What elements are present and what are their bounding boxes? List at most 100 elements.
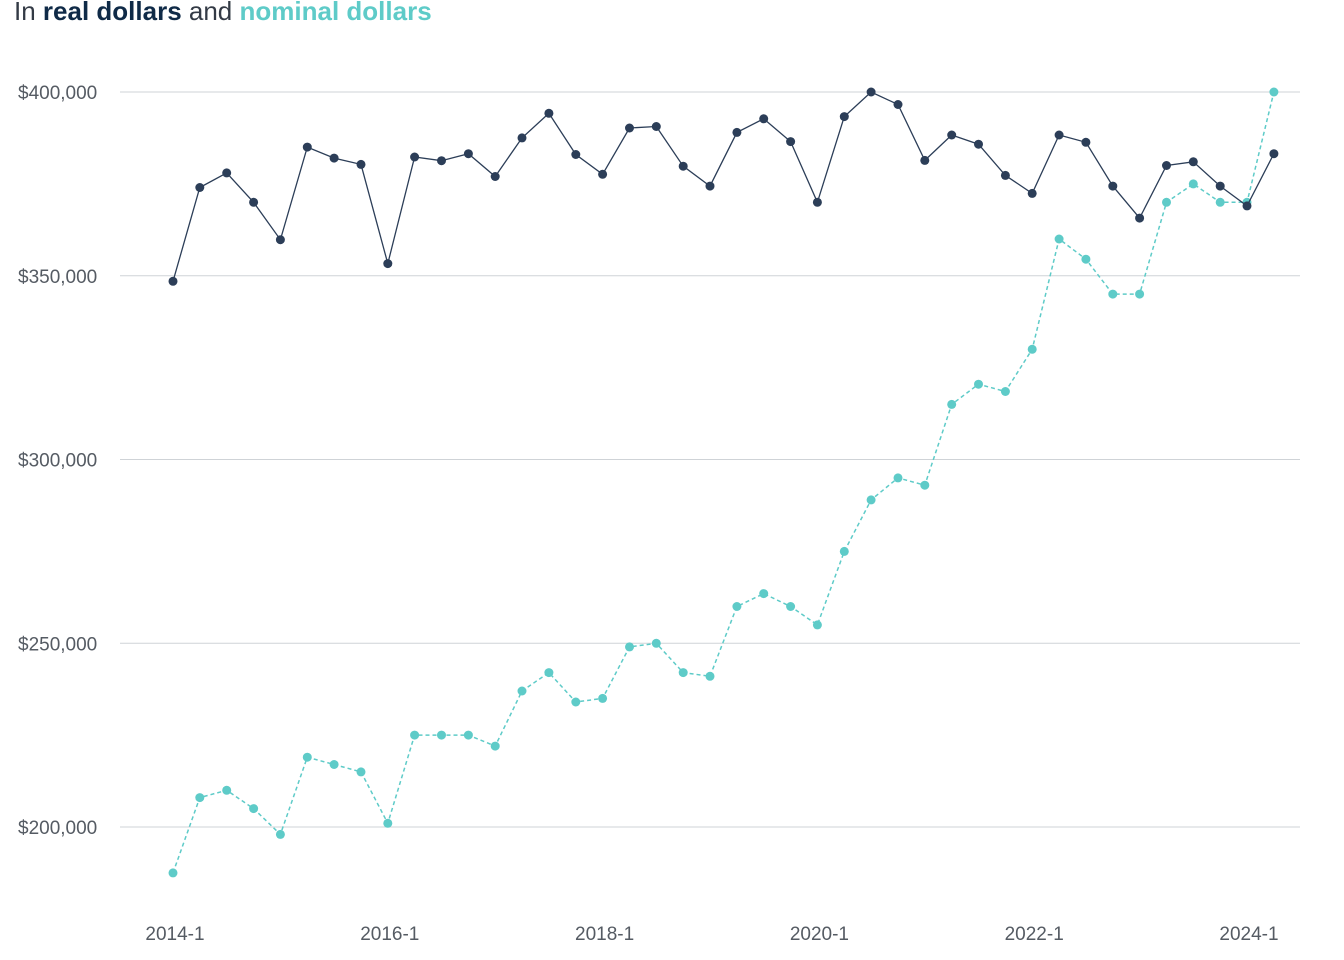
x-tick-label: 2022-1 — [1005, 924, 1064, 945]
data-point — [1081, 254, 1091, 264]
data-point — [947, 399, 957, 409]
data-point — [222, 168, 232, 178]
subtitle-prefix: In — [14, 0, 36, 26]
series-nominal-dollars — [168, 87, 1279, 878]
data-point — [974, 139, 983, 149]
x-tick-label: 2018-1 — [575, 924, 634, 945]
data-point — [705, 181, 715, 191]
x-tick-label: 2024-1 — [1219, 924, 1278, 945]
data-point — [1135, 289, 1145, 299]
x-axis-ticks: 2014-1 2016-1 2018-1 2020-1 2022-1 2024-1 — [145, 924, 1278, 945]
data-point — [1188, 179, 1198, 189]
data-point — [195, 793, 205, 803]
data-point — [786, 602, 796, 611]
data-point — [759, 114, 769, 124]
data-point — [598, 693, 608, 703]
data-point — [195, 183, 205, 192]
data-point — [490, 172, 500, 181]
data-point — [651, 122, 661, 131]
data-point — [168, 276, 178, 286]
data-point — [866, 495, 876, 505]
x-tick-label: 2020-1 — [790, 924, 849, 945]
chart-subtitle: In real dollars and nominal dollars — [14, 0, 432, 28]
data-point — [544, 668, 554, 678]
data-point — [812, 197, 822, 207]
data-point — [839, 546, 849, 556]
data-point — [356, 767, 366, 777]
data-point — [329, 153, 339, 163]
data-point — [893, 473, 903, 483]
data-point — [222, 785, 232, 795]
series-line — [172, 91, 1275, 282]
data-point — [463, 149, 473, 159]
data-point — [1054, 130, 1064, 140]
data-point — [437, 156, 446, 166]
data-point — [947, 130, 957, 140]
data-point — [974, 379, 983, 389]
data-point — [1162, 197, 1171, 207]
data-point — [839, 112, 849, 122]
data-point — [920, 480, 930, 490]
data-point — [249, 804, 259, 814]
y-axis-ticks: $200,000 $250,000 $300,000 $350,000 $400,000 — [18, 83, 97, 839]
y-tick-label: $400,000 — [18, 83, 97, 104]
data-point — [1027, 344, 1037, 354]
grid-lines — [120, 91, 1300, 828]
data-point — [1162, 161, 1171, 170]
y-tick-label: $250,000 — [18, 634, 97, 655]
data-point — [168, 868, 178, 878]
data-point — [678, 161, 688, 171]
data-point — [1054, 234, 1064, 244]
data-point — [893, 100, 903, 109]
y-tick-label: $350,000 — [18, 267, 97, 288]
data-point — [732, 127, 742, 137]
data-point — [1000, 387, 1010, 396]
data-point — [463, 730, 473, 740]
y-tick-label: $300,000 — [18, 451, 97, 472]
data-point — [329, 760, 339, 769]
data-point — [383, 259, 393, 269]
data-point — [437, 730, 446, 740]
data-point — [625, 123, 634, 133]
data-point — [1269, 149, 1279, 159]
series-line — [172, 91, 1275, 874]
data-point — [786, 137, 796, 147]
data-point — [571, 697, 581, 707]
data-point — [275, 829, 285, 839]
data-point — [1242, 201, 1252, 211]
data-point — [249, 197, 259, 207]
data-point — [1269, 87, 1279, 97]
data-point — [812, 620, 822, 630]
data-point — [866, 87, 876, 97]
data-point — [517, 686, 527, 696]
data-point — [490, 741, 500, 751]
data-point — [1215, 197, 1225, 207]
data-point — [544, 108, 554, 118]
series-real-dollars — [168, 87, 1279, 286]
data-point — [410, 730, 420, 740]
data-point — [410, 152, 420, 162]
data-point — [1215, 181, 1225, 191]
data-point — [383, 818, 393, 828]
data-point — [1188, 157, 1198, 167]
series-layer — [168, 87, 1279, 878]
data-point — [302, 752, 312, 762]
data-point — [571, 150, 581, 159]
data-point — [678, 668, 688, 678]
data-point — [1027, 188, 1037, 198]
data-point — [625, 642, 634, 652]
data-point — [275, 235, 285, 245]
data-point — [651, 638, 661, 648]
data-point — [705, 671, 715, 681]
data-point — [1108, 181, 1118, 191]
data-point — [598, 169, 608, 179]
x-tick-label: 2014-1 — [145, 924, 204, 945]
data-point — [1000, 170, 1010, 180]
legend-real-dollars: real dollars — [42, 0, 182, 26]
x-tick-label: 2016-1 — [360, 924, 419, 945]
data-point — [302, 142, 312, 152]
data-point — [1108, 289, 1118, 299]
data-point — [732, 602, 742, 611]
data-point — [356, 159, 366, 169]
